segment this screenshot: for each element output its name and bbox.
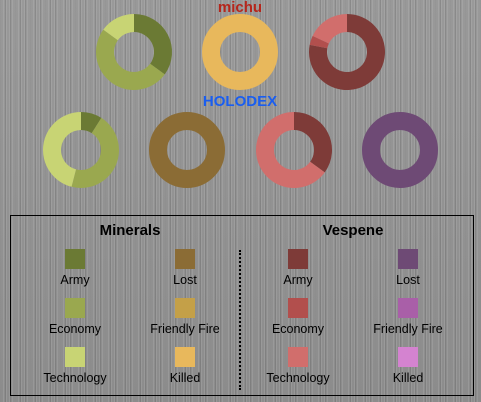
legend-label-vespene-lost: Lost	[396, 273, 420, 287]
player-name-michu: michu	[217, 0, 263, 16]
donut-slice-minerals-army	[134, 14, 172, 75]
legend-panel: Minerals Vespene Army Lost Economy Friendly…	[10, 215, 474, 396]
legend-label-minerals-lost: Lost	[173, 273, 197, 287]
legend-label-vespene-technology: Technology	[266, 371, 330, 385]
legend-swatch-vespene-economy	[288, 298, 308, 318]
donut-michu-vespene-production	[309, 14, 385, 90]
legend-item-vespene-friendly_fire: Friendly Fire	[348, 298, 468, 336]
donut-slice-vespene-army	[309, 14, 385, 90]
donut-slice-minerals-killed	[202, 14, 278, 90]
legend-swatch-vespene-lost	[398, 249, 418, 269]
player-name-holodex: HOLODEX	[202, 93, 278, 110]
legend-item-minerals-army: Army	[15, 249, 135, 287]
legend-label-minerals-technology: Technology	[43, 371, 107, 385]
legend-item-minerals-technology: Technology	[15, 347, 135, 385]
legend-item-minerals-killed: Killed	[125, 347, 245, 385]
legend-item-vespene-economy: Economy	[238, 298, 358, 336]
legend-item-vespene-army: Army	[238, 249, 358, 287]
legend-heading-minerals: Minerals	[99, 222, 161, 239]
donut-michu-minerals-production	[95, 14, 172, 91]
legend-label-vespene-killed: Killed	[392, 371, 424, 385]
donut-slice-minerals-technology	[103, 14, 134, 41]
legend-swatch-minerals-killed	[175, 347, 195, 367]
legend-label-minerals-killed: Killed	[169, 371, 201, 385]
legend-label-minerals-friendly_fire: Friendly Fire	[150, 322, 220, 336]
legend-label-vespene-economy: Economy	[271, 322, 325, 336]
legend-swatch-vespene-friendly_fire	[398, 298, 418, 318]
legend-swatch-minerals-friendly_fire	[175, 298, 195, 318]
donut-slice-vespene-lost	[362, 112, 438, 188]
donut-slice-vespene-technology	[256, 111, 325, 188]
legend-heading-vespene: Vespene	[322, 222, 384, 239]
legend-swatch-minerals-lost	[175, 249, 195, 269]
donut-slice-vespene-economy	[309, 35, 329, 49]
legend-label-minerals-economy: Economy	[48, 322, 102, 336]
legend-item-vespene-technology: Technology	[238, 347, 358, 385]
legend-swatch-minerals-technology	[65, 347, 85, 367]
donut-slice-minerals-economy	[95, 29, 165, 91]
donut-slice-vespene-army	[294, 112, 333, 173]
legend-label-vespene-army: Army	[283, 273, 313, 287]
legend-item-minerals-lost: Lost	[125, 249, 245, 287]
donut-holodex-minerals-losses	[149, 112, 225, 188]
donut-michu-minerals-losses	[202, 14, 278, 90]
donut-slice-vespene-technology	[312, 14, 347, 44]
donut-holodex-vespene-production	[256, 111, 333, 188]
legend-label-minerals-army: Army	[60, 273, 90, 287]
legend-swatch-vespene-technology	[288, 347, 308, 367]
legend-item-minerals-friendly_fire: Friendly Fire	[125, 298, 245, 336]
donut-slice-minerals-lost	[149, 112, 225, 188]
donut-slice-minerals-technology	[42, 112, 81, 187]
legend-label-vespene-friendly_fire: Friendly Fire	[373, 322, 443, 336]
legend-swatch-minerals-army	[65, 249, 85, 269]
legend-item-minerals-economy: Economy	[15, 298, 135, 336]
donut-holodex-minerals-production	[42, 112, 119, 189]
donut-slice-minerals-army	[81, 112, 102, 134]
donut-charts	[42, 14, 438, 189]
legend-swatch-minerals-economy	[65, 298, 85, 318]
legend-item-vespene-killed: Killed	[348, 347, 468, 385]
legend-divider	[239, 250, 241, 390]
donut-slice-minerals-economy	[71, 117, 119, 189]
legend-swatch-vespene-army	[288, 249, 308, 269]
donut-holodex-vespene-losses	[362, 112, 438, 188]
legend-item-vespene-lost: Lost	[348, 249, 468, 287]
legend-swatch-vespene-killed	[398, 347, 418, 367]
